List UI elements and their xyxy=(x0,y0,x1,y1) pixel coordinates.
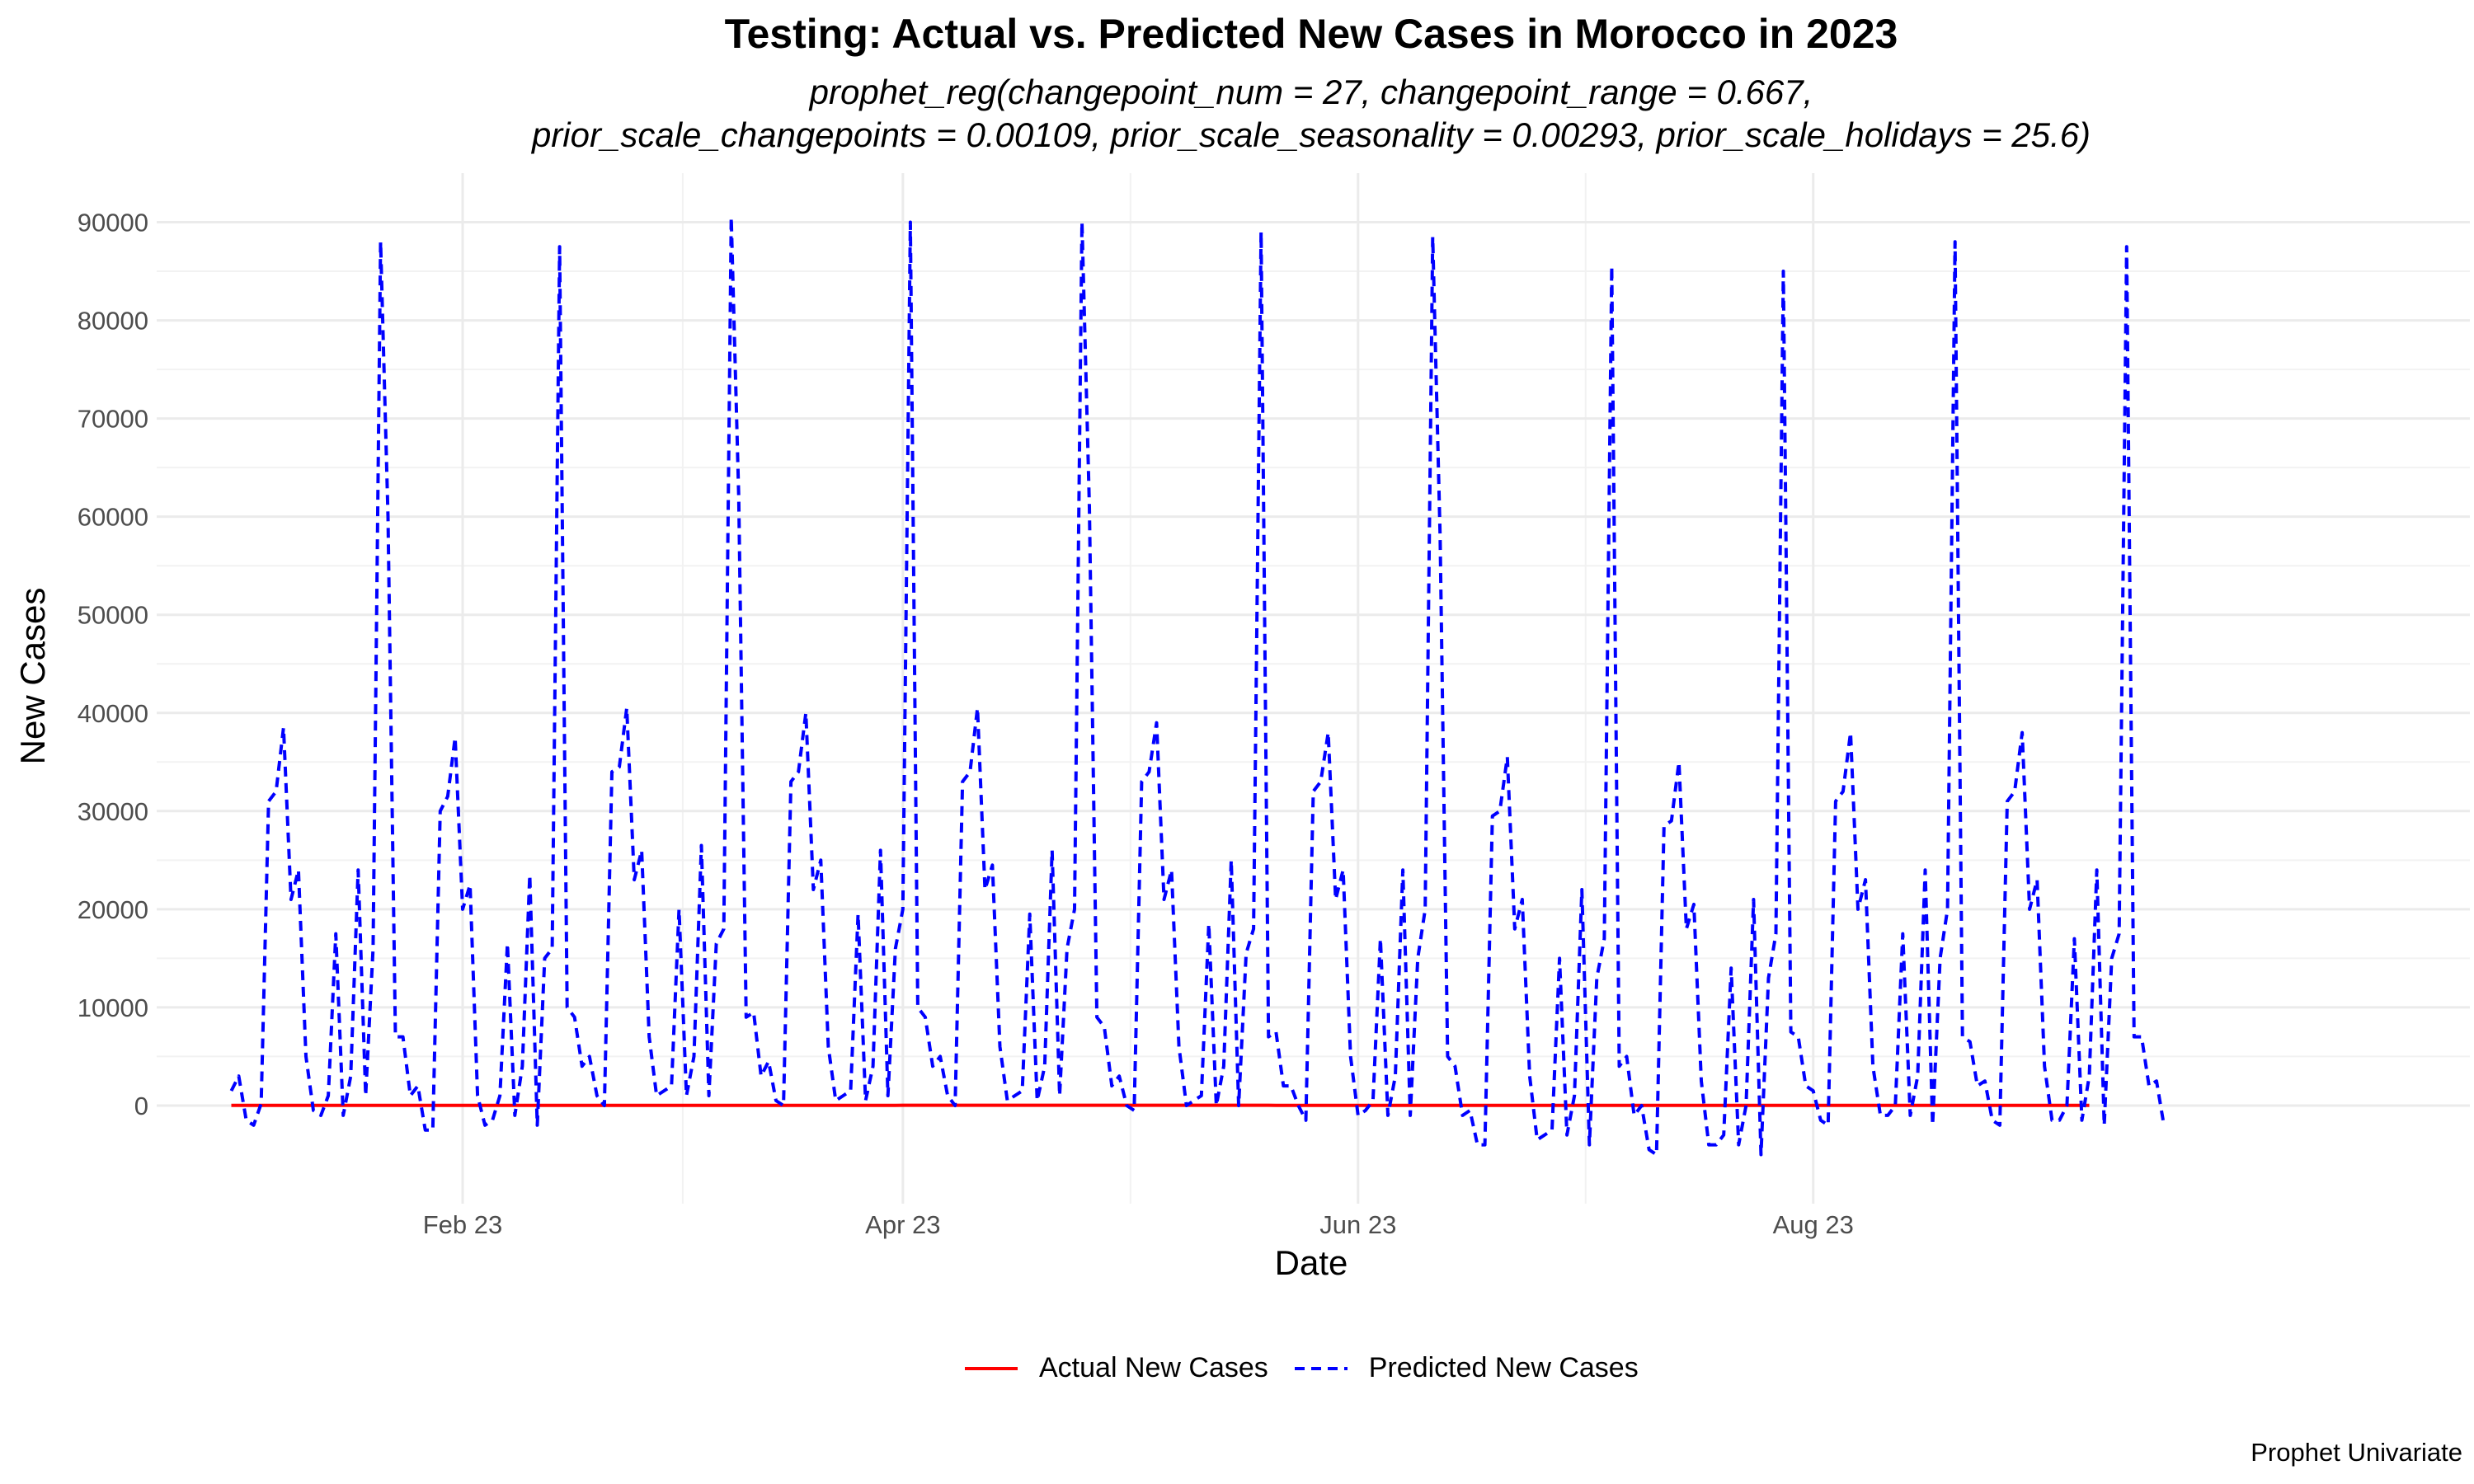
x-tick-label: Apr 23 xyxy=(865,1210,940,1239)
series-layer xyxy=(229,215,2166,1157)
series-line-predicted-new-cases xyxy=(229,215,2166,1157)
legend-key-actual xyxy=(965,1366,1018,1370)
legend-item-predicted: Predicted New Cases xyxy=(1294,1352,1639,1384)
y-tick-label: 30000 xyxy=(78,797,148,826)
chart-subtitle-line-1: prophet_reg(changepoint_num = 27, change… xyxy=(809,73,1813,111)
x-tick-label: Aug 23 xyxy=(1773,1210,1854,1239)
chart-subtitle-line-2: prior_scale_changepoints = 0.00109, prio… xyxy=(531,115,2091,154)
y-tick-label: 90000 xyxy=(78,209,148,237)
y-tick-label: 10000 xyxy=(78,993,148,1022)
y-tick-label: 50000 xyxy=(78,601,148,630)
y-tick-label: 70000 xyxy=(78,405,148,434)
y-tick-label: 20000 xyxy=(78,895,148,924)
x-axis-title: Date xyxy=(1275,1243,1348,1282)
legend-item-actual: Actual New Cases xyxy=(965,1352,1268,1384)
y-tick-label: 60000 xyxy=(78,503,148,532)
legend-label-predicted: Predicted New Cases xyxy=(1368,1352,1639,1383)
y-tick-label: 40000 xyxy=(78,699,148,728)
chart-title: Testing: Actual vs. Predicted New Cases … xyxy=(724,11,1898,57)
y-axis-ticks: 0 10000 20000 30000 40000 50000 60000 70000 8000… xyxy=(78,209,148,1120)
legend: Actual New Cases Predicted New Cases xyxy=(965,1352,1665,1384)
y-tick-label: 80000 xyxy=(78,307,148,336)
y-axis-title: New Cases xyxy=(13,588,52,765)
x-axis-ticks: Feb 23 Apr 23 Jun 23 Aug 23 xyxy=(423,1210,1854,1239)
chart-caption: Prophet Univariate xyxy=(2251,1438,2462,1467)
legend-label-actual: Actual New Cases xyxy=(1039,1352,1268,1383)
y-tick-label: 0 xyxy=(134,1092,148,1120)
legend-key-predicted xyxy=(1294,1366,1348,1370)
x-tick-label: Feb 23 xyxy=(423,1210,503,1239)
x-tick-label: Jun 23 xyxy=(1319,1210,1396,1239)
